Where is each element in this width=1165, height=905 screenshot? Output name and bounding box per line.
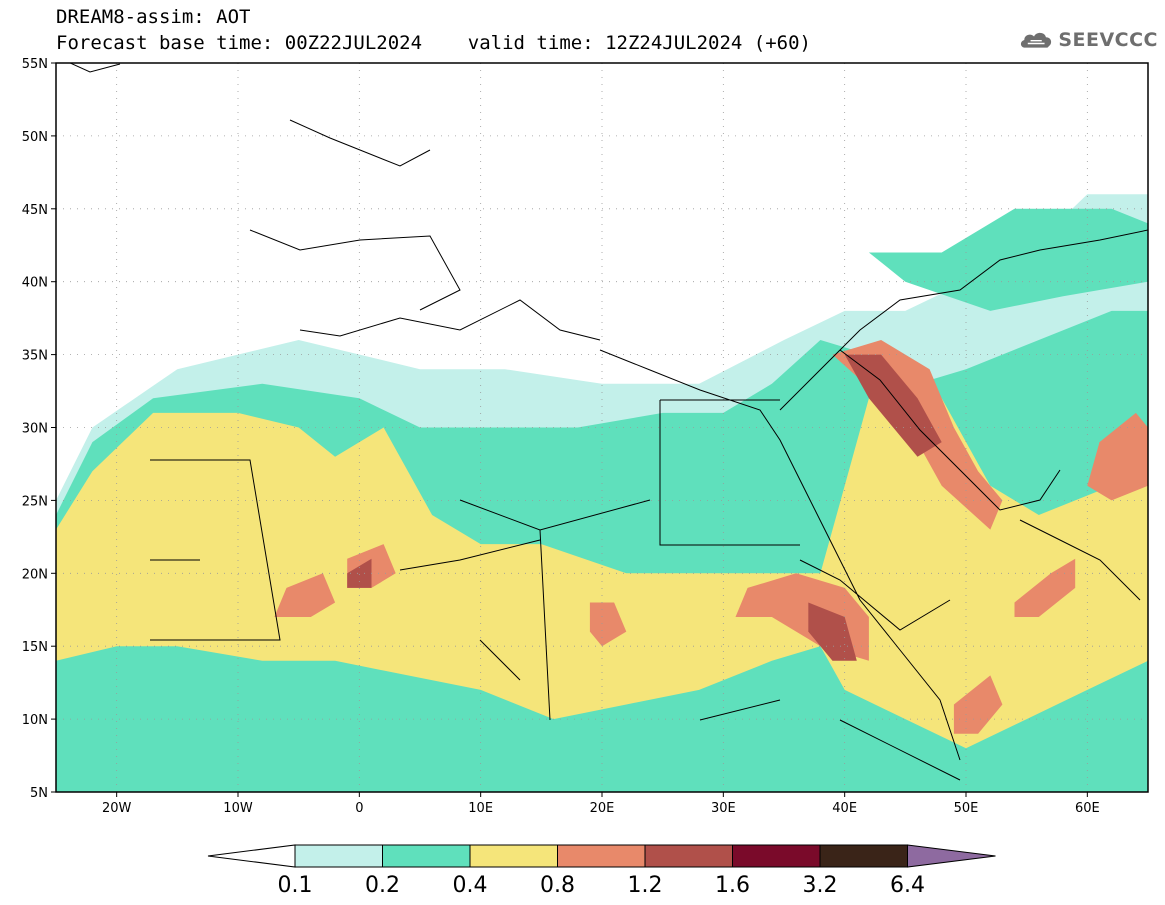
cloud-icon	[1020, 32, 1052, 48]
colorbar-bin-2	[382, 844, 471, 868]
aot-field-9	[1014, 558, 1076, 617]
colorbar-bin-4	[557, 844, 646, 868]
colorbar-label: 0.1	[278, 873, 313, 898]
lat-tick-label: 45N	[22, 203, 48, 218]
colorbar-bin-6	[732, 844, 821, 868]
aot-field-14	[347, 558, 372, 588]
aot-field-4	[274, 573, 336, 617]
lon-tick-label: 50E	[954, 801, 979, 816]
lon-tick-label: 0	[355, 801, 363, 816]
colorbar-label: 6.4	[890, 873, 925, 898]
colorbar-label: 0.2	[365, 873, 400, 898]
lat-tick-label: 50N	[22, 130, 48, 145]
lat-tick-label: 25N	[22, 494, 48, 509]
longitude-tick-labels: 20W 10W 0 10E 20E 30E 40E 50E 60E	[102, 792, 1100, 816]
aot-field-12	[844, 354, 942, 457]
lon-tick-label: 20E	[590, 801, 615, 816]
aot-field-13	[808, 602, 857, 661]
colorbar-label: 0.8	[540, 873, 575, 898]
lon-tick-label: 40E	[832, 801, 857, 816]
colorbar-low-arrow	[207, 844, 296, 868]
lat-tick-label: 15N	[22, 640, 48, 655]
lon-tick-label: 10W	[223, 801, 253, 816]
lat-tick-label: 5N	[30, 786, 48, 801]
aot-fields	[56, 194, 1148, 792]
colorbar-bin-3	[469, 844, 558, 868]
forecast-time-subtitle: Forecast base time: 00Z22JUL2024 valid t…	[56, 32, 811, 54]
colorbar-high-arrow	[907, 844, 996, 868]
lon-tick-label: 60E	[1075, 801, 1100, 816]
aot-field-3	[56, 369, 1148, 749]
graticule	[56, 63, 1148, 792]
colorbar-bin-7	[819, 844, 908, 868]
colorbar-label: 3.2	[803, 873, 838, 898]
aot-field-11	[1087, 412, 1148, 501]
aot-field-6	[589, 602, 627, 647]
lon-tick-label: 20W	[102, 801, 132, 816]
lat-tick-label: 35N	[22, 349, 48, 364]
lat-tick-label: 20N	[22, 567, 48, 582]
lat-tick-label: 40N	[22, 276, 48, 291]
lat-tick-label: 30N	[22, 422, 48, 437]
seevccc-logo: SEEVCCC	[1018, 22, 1158, 58]
colorbar-label: 1.2	[628, 873, 663, 898]
colorbar-bin-5	[644, 844, 733, 868]
colorbar-bin-1	[294, 844, 383, 868]
aot-field-2	[868, 208, 1148, 311]
lon-tick-label: 10E	[468, 801, 493, 816]
logo-text: SEEVCCC	[1058, 29, 1158, 51]
latitude-tick-labels: 55N 50N 45N 40N 35N 30N 25N 20N 15N 10N 5N	[22, 57, 56, 801]
lat-tick-label: 10N	[22, 713, 48, 728]
chart-title: DREAM8-assim: AOT	[56, 6, 251, 28]
lon-tick-label: 30E	[711, 801, 736, 816]
lat-tick-label: 55N	[22, 57, 48, 72]
colorbar: 0.1 0.2 0.4 0.8 1.2 1.6 3.2 6.4	[207, 844, 996, 898]
coastlines-borders	[68, 63, 1148, 781]
colorbar-label: 1.6	[715, 873, 750, 898]
colorbar-label: 0.4	[453, 873, 488, 898]
